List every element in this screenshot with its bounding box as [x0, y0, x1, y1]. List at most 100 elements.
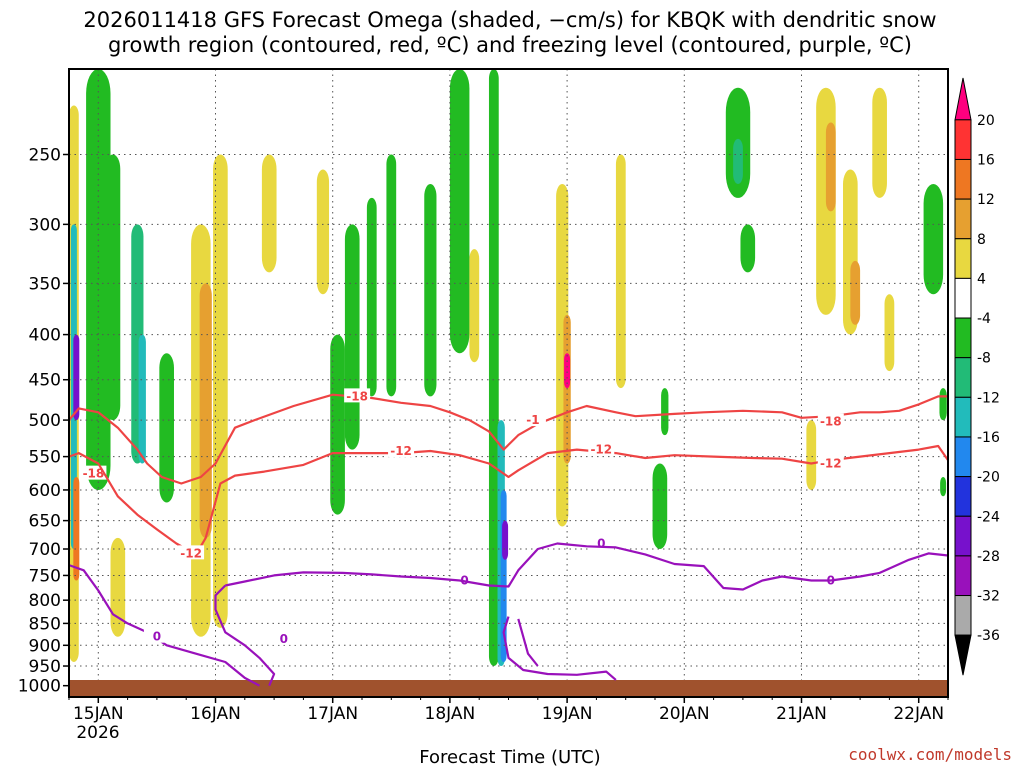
- colorbar-label: -12: [977, 390, 1000, 406]
- colorbar-label: 20: [977, 113, 995, 129]
- omega-shade-7: [138, 334, 146, 464]
- y-tick-label: 650: [29, 512, 61, 532]
- y-tick-label: 750: [29, 566, 61, 586]
- omega-shade-14: [316, 169, 330, 295]
- colorbar-segment: [954, 119, 972, 160]
- y-tick-label: 950: [29, 657, 61, 677]
- contour-label-bg: [143, 628, 170, 643]
- x-tick-label: 22JAN: [893, 704, 944, 724]
- y-tick-label: 400: [29, 326, 61, 346]
- colorbar-label: 16: [977, 152, 995, 168]
- omega-shade-40: [872, 87, 887, 198]
- contour-label: 0: [153, 630, 161, 644]
- y-tick-label: 600: [29, 481, 61, 501]
- y-tick-label: 1000: [18, 677, 61, 697]
- contour-label: -18: [83, 467, 105, 481]
- title-line-1: 2026011418 GFS Forecast Omega (shaded, −…: [83, 8, 936, 32]
- contour-label-bg: [178, 545, 205, 560]
- contour-label: -12: [180, 546, 202, 560]
- x-axis: 15JAN 16JAN 17JAN 18JAN 19JAN 20JAN 21JAN 22JAN: [68, 697, 949, 724]
- y-tick-label: 500: [29, 411, 61, 431]
- title-line-2: growth region (contoured, red, ºC) and f…: [108, 33, 912, 57]
- contour-minus-12: [68, 444, 949, 556]
- omega-shade-31: [661, 388, 669, 436]
- omega-shade-19: [424, 183, 437, 397]
- contour-zero-b: [225, 542, 949, 591]
- contour-label-bg: [817, 413, 844, 428]
- contour-label: -18: [820, 415, 842, 429]
- omega-shade-30: [652, 463, 668, 550]
- contour-zero-c: [214, 584, 276, 687]
- omega-shade-9: [110, 537, 126, 637]
- contour-label-bg: [519, 412, 546, 427]
- colorbar-segment: [954, 555, 972, 597]
- colorbar-segment: [954, 198, 972, 240]
- y-tick-label: 450: [29, 371, 61, 391]
- colorbar-label: -28: [977, 549, 1000, 565]
- colorbar-label: 8: [977, 232, 986, 248]
- colorbar-bottom-arrow: [954, 634, 972, 676]
- omega-shade-20: [449, 69, 470, 354]
- omega-shade-21: [469, 249, 480, 363]
- omega-shade-18: [386, 154, 397, 397]
- contour-label: -12: [390, 444, 412, 458]
- omega-shade-34: [740, 224, 756, 273]
- omega-shade-17: [366, 197, 377, 397]
- x-tick-label: 20JAN: [659, 704, 710, 724]
- contour-zero-e: [517, 618, 539, 667]
- contour-label-bg: [270, 630, 297, 645]
- contour-label: 0: [597, 536, 605, 550]
- colorbar: 20 16 12 8 4 -4 -8 -12 -16 -20 -24 -28 -32 -36: [954, 77, 1000, 676]
- omega-shade-44: [940, 476, 947, 497]
- omega-shade-35: [806, 420, 817, 490]
- colorbar-segment: [954, 357, 972, 398]
- omega-shade-11: [199, 283, 212, 538]
- colorbar-segment: [954, 238, 972, 279]
- x-tick-label: 18JAN: [425, 704, 476, 724]
- colorbar-label: -32: [977, 589, 1000, 605]
- colorbar-label: 12: [977, 192, 995, 208]
- x-sublabel-year: 2026: [76, 723, 119, 743]
- shading-layer: [69, 69, 947, 667]
- x-tick-label: 15JAN: [73, 704, 124, 724]
- omega-shade-33: [733, 138, 743, 184]
- colorbar-segment: [954, 436, 972, 478]
- omega-shade-25: [502, 520, 509, 560]
- omega-shade-22: [488, 69, 499, 667]
- omega-shade-41: [884, 294, 895, 372]
- colorbar-label: -16: [977, 430, 1000, 446]
- contour-label: 0: [280, 632, 288, 646]
- omega-shade-12: [213, 154, 228, 628]
- omega-shade-37: [825, 122, 836, 212]
- omega-shade-39: [850, 260, 861, 325]
- contour-label-bg: [344, 388, 371, 403]
- y-axis: 2503003504004505005506006507007508008509…: [18, 145, 69, 697]
- ground-surface: [69, 680, 948, 697]
- colorbar-label: -4: [977, 311, 991, 327]
- chart-title: 2026011418 GFS Forecast Omega (shaded, −…: [83, 8, 936, 57]
- contour-zero-d: [502, 616, 617, 681]
- colorbar-label: -20: [977, 470, 1000, 486]
- y-tick-label: 800: [29, 591, 61, 611]
- colorbar-segment: [954, 277, 972, 319]
- colorbar-segment: [954, 396, 972, 438]
- contour-label-bg: [817, 455, 844, 470]
- omega-shade-42: [923, 183, 944, 295]
- colorbar-label: -36: [977, 628, 1000, 644]
- colorbar-segment: [954, 158, 972, 200]
- contour-label-bg: [80, 465, 107, 480]
- colorbar-segment: [954, 317, 972, 359]
- colorbar-top-arrow: [954, 77, 972, 121]
- colorbar-label: 4: [977, 271, 986, 287]
- x-tick-label: 19JAN: [542, 704, 593, 724]
- omega-shade-2: [73, 334, 80, 421]
- credit-text: coolwx.com/models: [848, 745, 1012, 764]
- omega-shade-43: [939, 388, 947, 421]
- x-axis-label: Forecast Time (UTC): [419, 747, 600, 768]
- y-tick-label: 700: [29, 540, 61, 560]
- contour-label-bg: [588, 441, 615, 456]
- contour-label: -12: [590, 443, 612, 457]
- omega-shade-8: [159, 353, 174, 503]
